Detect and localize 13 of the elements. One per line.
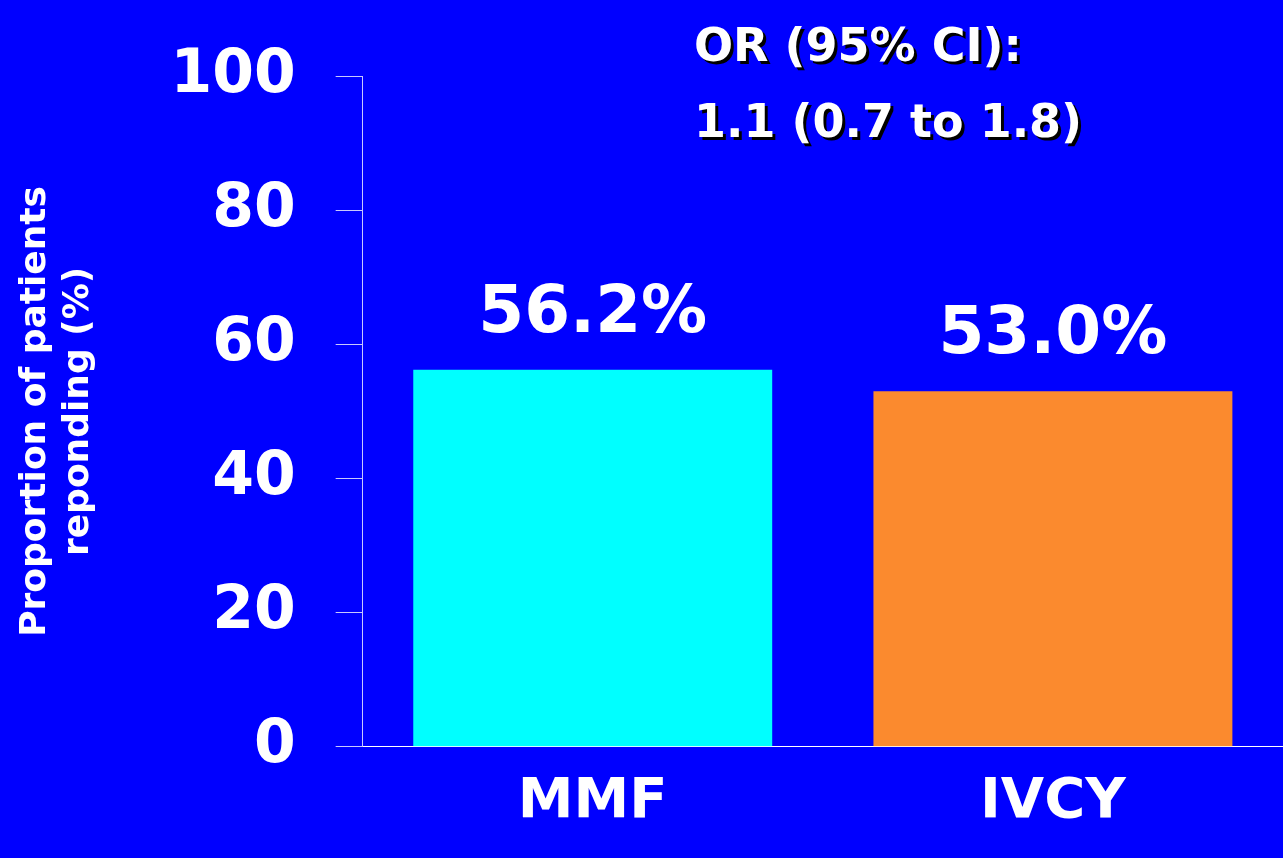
y-tick-label: 20	[212, 572, 296, 643]
y-tick-label: 40	[212, 438, 296, 509]
annotation: 1.1 (0.7 to 1.8)	[697, 96, 1086, 151]
y-tick-label: 80	[212, 169, 296, 240]
x-tick-label: IVCY	[980, 764, 1128, 830]
y-tick-label: 60	[212, 303, 296, 374]
data-label: 56.2%	[478, 270, 708, 348]
y-axis-title: Proportion of patients reponding (%)	[11, 186, 97, 637]
y-tick-label: 100	[170, 35, 296, 106]
y-tick-label: 0	[253, 706, 296, 777]
text: OR (95% CI):	[697, 20, 1025, 75]
data-label: 53.0%	[938, 292, 1168, 370]
x-tick-label: MMF	[517, 764, 668, 830]
